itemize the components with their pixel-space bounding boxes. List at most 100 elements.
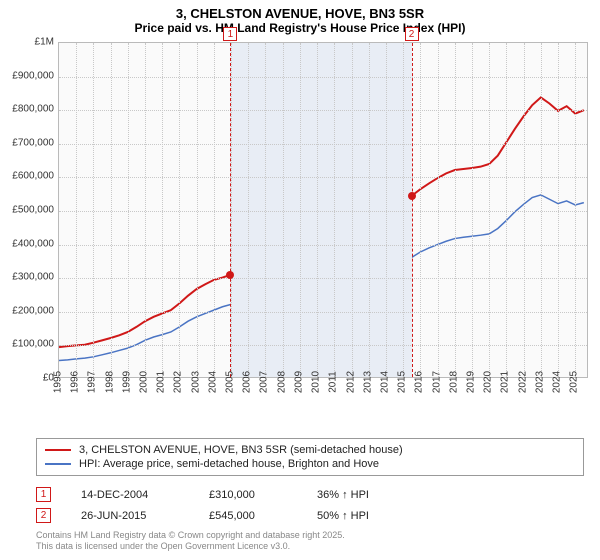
x-axis-label: 2001 (156, 371, 167, 393)
legend-row: HPI: Average price, semi-detached house,… (45, 457, 575, 471)
legend-swatch (45, 449, 71, 451)
sale-row-badge: 1 (36, 487, 51, 502)
vgrid-line (575, 43, 576, 377)
vgrid-line (248, 43, 249, 377)
x-axis-label: 2003 (190, 371, 201, 393)
sale-marker-badge: 1 (223, 27, 237, 41)
sale-row-hpi: 50% ↑ HPI (317, 510, 407, 522)
x-axis-label: 1995 (53, 371, 64, 393)
x-axis-label: 2019 (465, 371, 476, 393)
x-axis-label: 2015 (397, 371, 408, 393)
hgrid-line (59, 144, 587, 145)
x-axis-label: 2023 (534, 371, 545, 393)
y-axis-label: £800,000 (12, 104, 54, 115)
vgrid-line (403, 43, 404, 377)
vgrid-line (93, 43, 94, 377)
x-axis-label: 1996 (70, 371, 81, 393)
sales-table: 1 14-DEC-2004 £310,000 36% ↑ HPI 2 26-JUN-201… (36, 484, 584, 526)
legend-area: 3, CHELSTON AVENUE, HOVE, BN3 5SR (semi-… (36, 438, 584, 526)
legend-swatch (45, 463, 71, 465)
hgrid-line (59, 345, 587, 346)
x-axis-label: 2006 (242, 371, 253, 393)
sale-marker-line (230, 43, 231, 377)
sale-row-date: 14-DEC-2004 (81, 489, 191, 501)
y-axis-label: £200,000 (12, 305, 54, 316)
x-axis-label: 2004 (207, 371, 218, 393)
y-axis-label: £600,000 (12, 171, 54, 182)
sale-marker-dot (408, 192, 416, 200)
y-axis-label: £500,000 (12, 205, 54, 216)
hgrid-line (59, 177, 587, 178)
vgrid-line (162, 43, 163, 377)
x-axis-label: 2021 (500, 371, 511, 393)
vgrid-line (455, 43, 456, 377)
x-axis-label: 2020 (483, 371, 494, 393)
x-axis-label: 2005 (225, 371, 236, 393)
legend-row: 3, CHELSTON AVENUE, HOVE, BN3 5SR (semi-… (45, 443, 575, 457)
sale-row-hpi: 36% ↑ HPI (317, 489, 407, 501)
y-axis-label: £400,000 (12, 238, 54, 249)
y-axis-label: £100,000 (12, 339, 54, 350)
attribution-footer: Contains HM Land Registry data © Crown c… (36, 530, 584, 553)
footer-line-1: Contains HM Land Registry data © Crown c… (36, 530, 584, 541)
vgrid-line (145, 43, 146, 377)
x-axis-label: 2000 (139, 371, 150, 393)
vgrid-line (524, 43, 525, 377)
x-axis-label: 2016 (414, 371, 425, 393)
sale-row-price: £310,000 (209, 489, 299, 501)
hgrid-line (59, 110, 587, 111)
hgrid-line (59, 245, 587, 246)
sale-marker-dot (226, 271, 234, 279)
x-axis-label: 2024 (552, 371, 563, 393)
chart-title-address: 3, CHELSTON AVENUE, HOVE, BN3 5SR (0, 6, 600, 21)
hgrid-line (59, 77, 587, 78)
vgrid-line (558, 43, 559, 377)
x-axis-label: 2002 (173, 371, 184, 393)
chart-title-desc: Price paid vs. HM Land Registry's House … (0, 21, 600, 35)
y-axis-label: £1M (35, 37, 54, 48)
x-axis-label: 1999 (121, 371, 132, 393)
vgrid-line (179, 43, 180, 377)
x-axis-label: 2008 (276, 371, 287, 393)
sale-row-date: 26-JUN-2015 (81, 510, 191, 522)
vgrid-line (420, 43, 421, 377)
vgrid-line (438, 43, 439, 377)
plot-region: 12 (58, 42, 588, 378)
x-axis-label: 2013 (362, 371, 373, 393)
vgrid-line (541, 43, 542, 377)
x-axis-label: 1997 (87, 371, 98, 393)
vgrid-line (300, 43, 301, 377)
chart-area: 12 £0£100,000£200,000£300,000£400,000£50… (0, 42, 600, 407)
x-axis-label: 2017 (431, 371, 442, 393)
sale-marker-line (412, 43, 413, 377)
x-axis-label: 2010 (311, 371, 322, 393)
x-axis-label: 2011 (328, 371, 339, 393)
vgrid-line (214, 43, 215, 377)
x-axis-label: 2007 (259, 371, 270, 393)
sale-row: 1 14-DEC-2004 £310,000 36% ↑ HPI (36, 484, 584, 505)
x-axis-label: 2018 (448, 371, 459, 393)
vgrid-line (386, 43, 387, 377)
y-axis-label: £700,000 (12, 137, 54, 148)
hgrid-line (59, 211, 587, 212)
vgrid-line (489, 43, 490, 377)
hgrid-line (59, 312, 587, 313)
vgrid-line (283, 43, 284, 377)
vgrid-line (472, 43, 473, 377)
vgrid-line (265, 43, 266, 377)
x-axis-label: 2022 (517, 371, 528, 393)
sale-row-badge: 2 (36, 508, 51, 523)
y-axis-label: £300,000 (12, 272, 54, 283)
vgrid-line (317, 43, 318, 377)
sale-marker-badge: 2 (405, 27, 419, 41)
vgrid-line (352, 43, 353, 377)
vgrid-line (76, 43, 77, 377)
x-axis-label: 2012 (345, 371, 356, 393)
y-axis-label: £900,000 (12, 70, 54, 81)
footer-line-2: This data is licensed under the Open Gov… (36, 541, 584, 552)
vgrid-line (128, 43, 129, 377)
legend-label: HPI: Average price, semi-detached house,… (79, 458, 379, 470)
vgrid-line (111, 43, 112, 377)
vgrid-line (506, 43, 507, 377)
x-axis-label: 2014 (379, 371, 390, 393)
